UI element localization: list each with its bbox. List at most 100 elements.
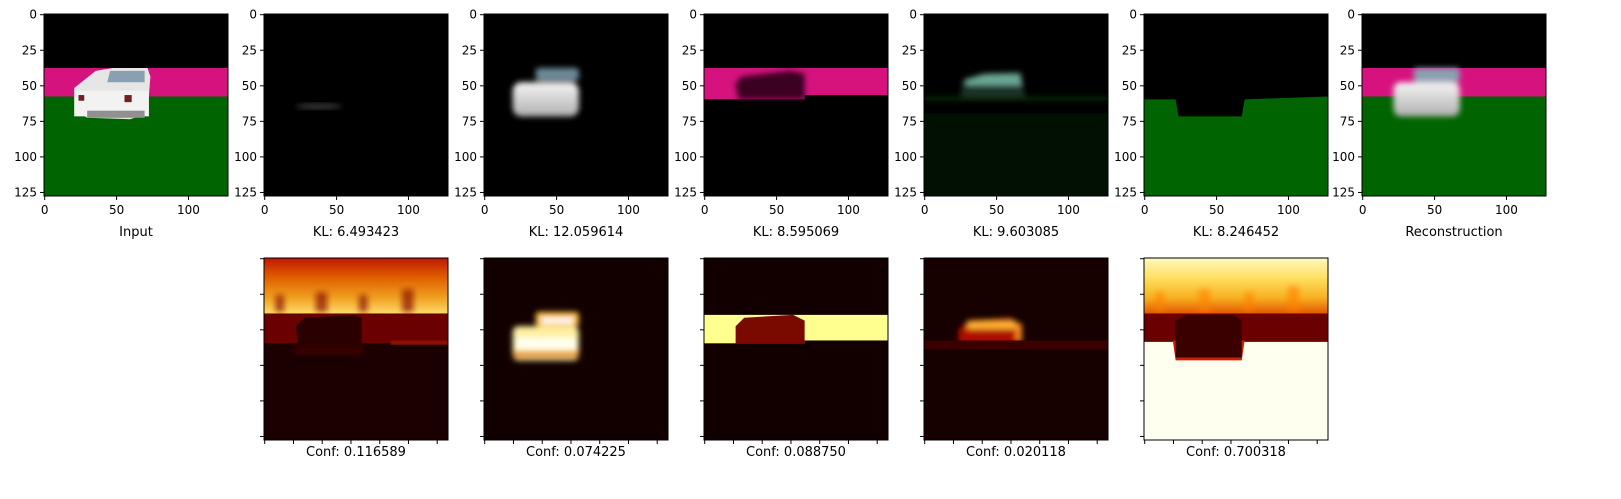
y-tick-label: 25 — [22, 43, 37, 57]
y-tick-label: 100 — [1332, 150, 1355, 164]
y-tick-label: 50 — [462, 79, 477, 93]
panel-conf-1 — [264, 258, 448, 440]
x-tick-label: 100 — [617, 203, 640, 217]
x-tick-label: 100 — [177, 203, 200, 217]
axes-frame — [483, 257, 669, 441]
x-tick-label: 0 — [41, 203, 49, 217]
y-tick-label: 0 — [1347, 8, 1355, 22]
y-tick-label: 0 — [29, 8, 37, 22]
y-tick-label: 25 — [242, 43, 257, 57]
axes-frame — [923, 257, 1109, 441]
y-tick-label: 75 — [682, 114, 697, 128]
y-tick-label: 0 — [689, 8, 697, 22]
y-tick-label: 50 — [1122, 79, 1137, 93]
y-tick-label: 75 — [902, 114, 917, 128]
car-shape — [74, 68, 151, 120]
y-tick-label: 100 — [894, 150, 917, 164]
panel-caption: Conf: 0.700318 — [1186, 445, 1286, 460]
axes-frames: 0 25 50 75 100 125 0 50 100 Input 0 25 50 75 100 125 0 50… — [14, 8, 1547, 460]
panel-caption: Reconstruction — [1405, 225, 1502, 240]
y-tick-label: 125 — [454, 185, 477, 199]
y-tick-label: 25 — [1122, 43, 1137, 57]
y-tick-label: 75 — [22, 114, 37, 128]
y-tick-label: 50 — [902, 79, 917, 93]
axes-top-1: 0 25 50 75 100 125 0 50 100 Input — [14, 8, 229, 240]
axes-frame — [483, 13, 669, 197]
y-tick-label: 100 — [454, 150, 477, 164]
axes-top-5: 0 25 50 75 100 125 0 50 100 KL: 9.603085 — [894, 8, 1109, 240]
axes-bottom-1: Conf: 0.116589 — [260, 257, 449, 460]
conf-map-2 — [484, 258, 668, 440]
panel-caption: KL: 8.246452 — [1193, 225, 1279, 240]
panel-caption: KL: 12.059614 — [529, 225, 624, 240]
y-tick-label: 125 — [894, 185, 917, 199]
panel-slot-2 — [484, 14, 668, 196]
y-tick-label: 25 — [682, 43, 697, 57]
x-tick-label: 0 — [701, 203, 709, 217]
y-tick-label: 100 — [674, 150, 697, 164]
panel-caption: Conf: 0.020118 — [966, 445, 1066, 460]
y-tick-label: 100 — [1114, 150, 1137, 164]
axes-top-3: 0 25 50 75 100 125 0 50 100 KL: 12.059614 — [454, 8, 669, 240]
x-tick-label: 0 — [1359, 203, 1367, 217]
x-tick-label: 50 — [1427, 203, 1442, 217]
x-tick-label: 0 — [481, 203, 489, 217]
x-tick-label: 100 — [1277, 203, 1300, 217]
axes-top-4: 0 25 50 75 100 125 0 50 100 KL: 8.595069 — [674, 8, 889, 240]
axes-bottom-4: Conf: 0.020118 — [920, 257, 1109, 460]
y-tick-label: 75 — [1122, 114, 1137, 128]
x-tick-label: 0 — [1141, 203, 1149, 217]
panel-conf-4 — [924, 258, 1108, 440]
y-tick-label: 125 — [1332, 185, 1355, 199]
axes-bottom-2: Conf: 0.074225 — [480, 257, 669, 460]
y-tick-label: 0 — [909, 8, 917, 22]
panel-conf-5 — [1144, 258, 1328, 440]
x-tick-label: 50 — [989, 203, 1004, 217]
y-tick-label: 75 — [1340, 114, 1355, 128]
axes-frame — [1143, 13, 1329, 197]
x-tick-label: 50 — [109, 203, 124, 217]
conf-map-4 — [924, 258, 1108, 440]
y-tick-label: 125 — [674, 185, 697, 199]
panel-caption: Conf: 0.088750 — [746, 445, 846, 460]
x-tick-label: 100 — [397, 203, 420, 217]
panel-slot-3 — [704, 14, 888, 196]
y-tick-label: 0 — [249, 8, 257, 22]
x-tick-label: 100 — [1495, 203, 1518, 217]
panel-caption: Input — [119, 225, 153, 240]
y-tick-label: 0 — [469, 8, 477, 22]
y-tick-label: 25 — [1340, 43, 1355, 57]
y-tick-label: 50 — [22, 79, 37, 93]
conf-map-1 — [264, 258, 448, 440]
axes-frame — [1143, 257, 1329, 441]
y-tick-label: 100 — [14, 150, 37, 164]
y-tick-label: 0 — [1129, 8, 1137, 22]
axes-bottom-3: Conf: 0.088750 — [700, 257, 889, 460]
axes-frame — [703, 13, 889, 197]
panel-slot-5 — [1144, 14, 1328, 196]
x-tick-label: 100 — [837, 203, 860, 217]
image-slot-1 — [264, 14, 448, 196]
conf-map-5 — [1144, 258, 1328, 440]
axes-frame — [263, 257, 449, 441]
image-slot-3 — [704, 14, 888, 196]
y-tick-label: 75 — [242, 114, 257, 128]
panel-caption: Conf: 0.074225 — [526, 445, 626, 460]
image-slot-4 — [924, 14, 1108, 196]
panel-caption: KL: 6.493423 — [313, 225, 399, 240]
panel-caption: Conf: 0.116589 — [306, 445, 406, 460]
y-tick-label: 125 — [1114, 185, 1137, 199]
x-tick-label: 0 — [261, 203, 269, 217]
x-tick-label: 0 — [921, 203, 929, 217]
y-tick-label: 50 — [242, 79, 257, 93]
panel-input — [44, 14, 228, 196]
panel-slot-4 — [924, 14, 1108, 196]
axes-top-2: 0 25 50 75 100 125 0 50 100 KL: 6.493423 — [234, 8, 449, 240]
panel-caption: KL: 9.603085 — [973, 225, 1059, 240]
panel-reconstruction — [1362, 14, 1546, 196]
axes-frame — [263, 13, 449, 197]
panel-slot-1 — [264, 14, 448, 196]
x-tick-label: 50 — [329, 203, 344, 217]
y-tick-label: 125 — [234, 185, 257, 199]
x-tick-label: 50 — [549, 203, 564, 217]
